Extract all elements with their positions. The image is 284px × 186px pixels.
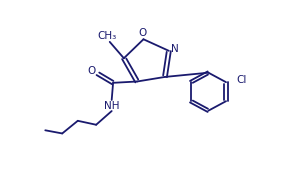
Text: O: O <box>138 28 146 39</box>
Text: CH₃: CH₃ <box>98 31 117 41</box>
Text: Cl: Cl <box>237 75 247 85</box>
Text: NH: NH <box>104 101 120 111</box>
Text: O: O <box>87 66 95 76</box>
Text: N: N <box>171 44 179 54</box>
